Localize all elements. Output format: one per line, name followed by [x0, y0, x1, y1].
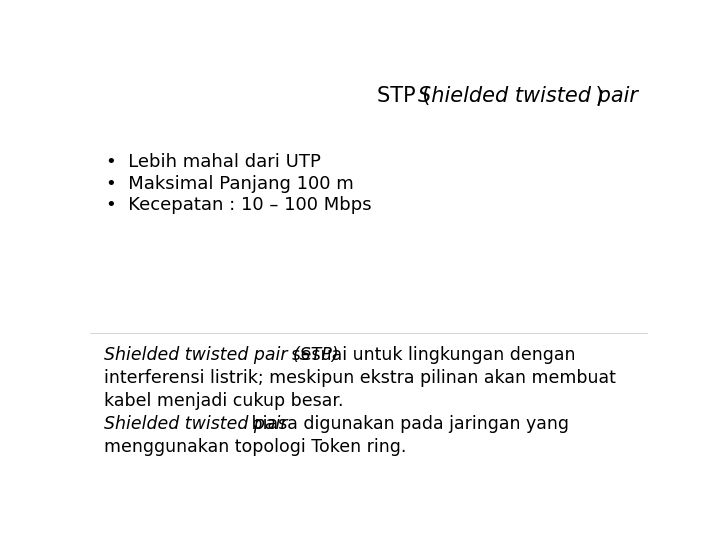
Text: Shielded twisted pair (STP): Shielded twisted pair (STP)	[104, 346, 338, 364]
Text: kabel menjadi cukup besar.: kabel menjadi cukup besar.	[104, 392, 343, 410]
Text: Shielded twisted pair: Shielded twisted pair	[104, 415, 287, 433]
Text: ): )	[589, 86, 603, 106]
Text: menggunakan topologi Token ring.: menggunakan topologi Token ring.	[104, 438, 406, 456]
Text: biasa digunakan pada jaringan yang: biasa digunakan pada jaringan yang	[246, 415, 570, 433]
Text: •  Lebih mahal dari UTP: • Lebih mahal dari UTP	[106, 153, 320, 171]
Text: interferensi listrik; meskipun ekstra pilinan akan membuat: interferensi listrik; meskipun ekstra pi…	[104, 369, 616, 387]
Text: sesuai untuk lingkungan dengan: sesuai untuk lingkungan dengan	[286, 346, 575, 364]
Text: STP (: STP (	[377, 86, 430, 106]
Text: •  Maksimal Panjang 100 m: • Maksimal Panjang 100 m	[106, 175, 354, 193]
Text: •  Kecepatan : 10 – 100 Mbps: • Kecepatan : 10 – 100 Mbps	[106, 197, 371, 214]
Text: Shielded twisted pair: Shielded twisted pair	[418, 86, 638, 106]
